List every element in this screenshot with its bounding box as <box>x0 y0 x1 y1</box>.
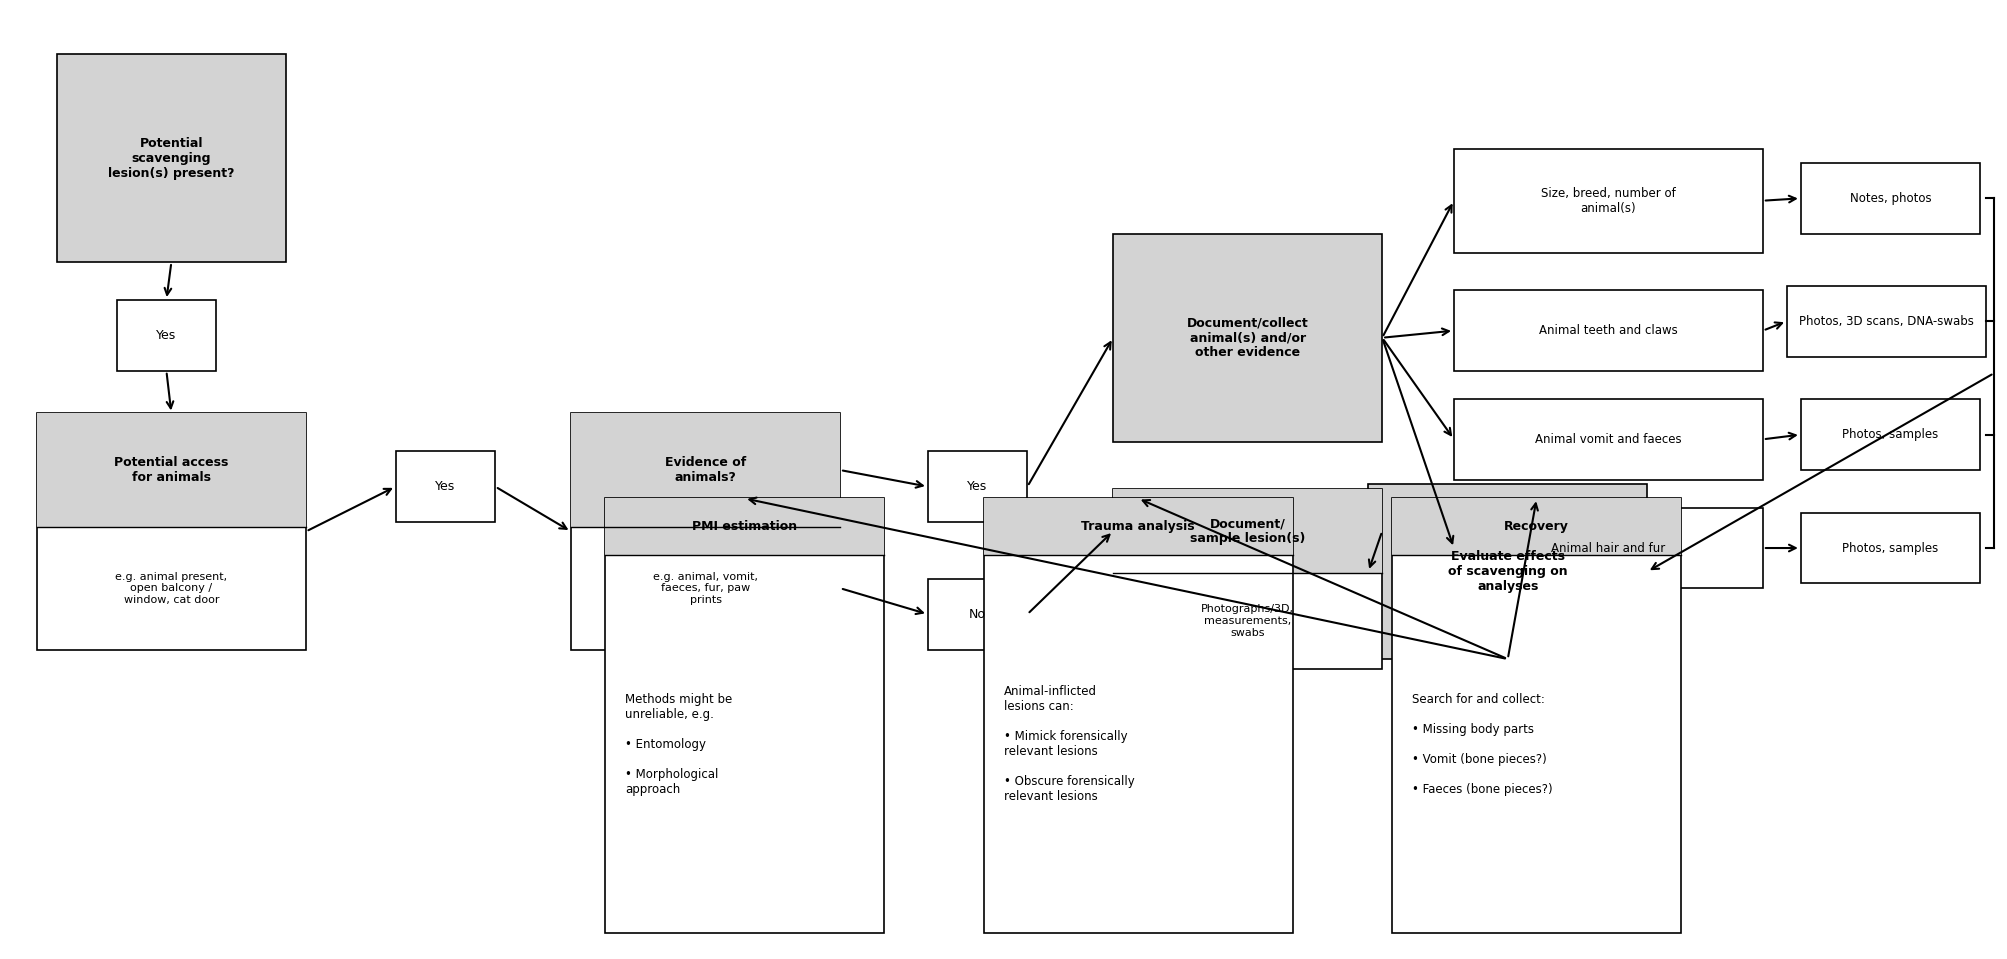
Text: e.g. animal, vomit,
faeces, fur, paw
prints: e.g. animal, vomit, faeces, fur, paw pri… <box>652 572 759 605</box>
Text: Yes: Yes <box>967 480 987 493</box>
Text: PMI estimation: PMI estimation <box>692 520 797 533</box>
Text: Evaluate effects
of scavenging on
analyses: Evaluate effects of scavenging on analys… <box>1447 550 1567 594</box>
Text: Trauma analysis: Trauma analysis <box>1082 520 1194 533</box>
Bar <box>927 451 1028 522</box>
Text: Photos, samples: Photos, samples <box>1842 542 1939 554</box>
Text: Recovery: Recovery <box>1503 520 1569 533</box>
Bar <box>36 413 305 649</box>
Bar <box>604 499 883 555</box>
Text: Animal-inflicted
lesions can:

• Mimick forensically
relevant lesions

• Obscure: Animal-inflicted lesions can: • Mimick f… <box>1004 685 1134 803</box>
Bar <box>572 413 841 649</box>
Bar <box>604 499 883 933</box>
Bar <box>983 499 1293 933</box>
Text: Document/collect
animal(s) and/or
other evidence: Document/collect animal(s) and/or other … <box>1186 316 1309 360</box>
Text: Photos, 3D scans, DNA-swabs: Photos, 3D scans, DNA-swabs <box>1798 315 1975 328</box>
Bar <box>983 499 1293 555</box>
Bar <box>1453 399 1762 480</box>
Text: Methods might be
unreliable, e.g.

• Entomology

• Morphological
approach: Methods might be unreliable, e.g. • Ento… <box>624 692 733 796</box>
Text: Yes: Yes <box>157 329 177 341</box>
Bar <box>116 300 217 371</box>
Bar <box>927 578 1028 649</box>
Bar <box>1114 234 1383 442</box>
Bar <box>1453 149 1762 252</box>
Bar <box>1786 286 1987 357</box>
Text: Evidence of
animals?: Evidence of animals? <box>664 456 747 484</box>
Bar <box>1114 489 1383 573</box>
Text: Potential
scavenging
lesion(s) present?: Potential scavenging lesion(s) present? <box>108 137 235 179</box>
Text: Yes: Yes <box>436 480 456 493</box>
Bar <box>395 451 496 522</box>
Bar <box>1369 484 1648 659</box>
Bar <box>1393 499 1682 933</box>
Text: No: No <box>969 608 985 620</box>
Bar <box>1453 291 1762 371</box>
Text: Animal vomit and faeces: Animal vomit and faeces <box>1535 433 1682 446</box>
Text: Document/
sample lesion(s): Document/ sample lesion(s) <box>1190 517 1305 545</box>
Text: e.g. animal present,
open balcony /
window, cat door: e.g. animal present, open balcony / wind… <box>114 572 227 605</box>
Text: Potential access
for animals: Potential access for animals <box>114 456 229 484</box>
Bar <box>572 413 841 526</box>
Text: Animal teeth and claws: Animal teeth and claws <box>1539 324 1678 338</box>
Text: Notes, photos: Notes, photos <box>1850 192 1931 205</box>
Bar <box>1800 399 1981 470</box>
Text: Photos, samples: Photos, samples <box>1842 428 1939 441</box>
Text: Photographs/3D,
measurements,
swabs: Photographs/3D, measurements, swabs <box>1200 604 1295 638</box>
Bar <box>1800 163 1981 234</box>
Bar <box>1393 499 1682 555</box>
Text: Animal hair and fur: Animal hair and fur <box>1551 542 1666 554</box>
Bar <box>1453 508 1762 588</box>
Bar <box>36 413 305 526</box>
Text: Search for and collect:

• Missing body parts

• Vomit (bone pieces?)

• Faeces : Search for and collect: • Missing body p… <box>1413 692 1553 796</box>
Text: Size, breed, number of
animal(s): Size, breed, number of animal(s) <box>1541 187 1676 215</box>
Bar <box>56 55 285 262</box>
Bar <box>1800 512 1981 583</box>
Bar <box>1114 489 1383 668</box>
